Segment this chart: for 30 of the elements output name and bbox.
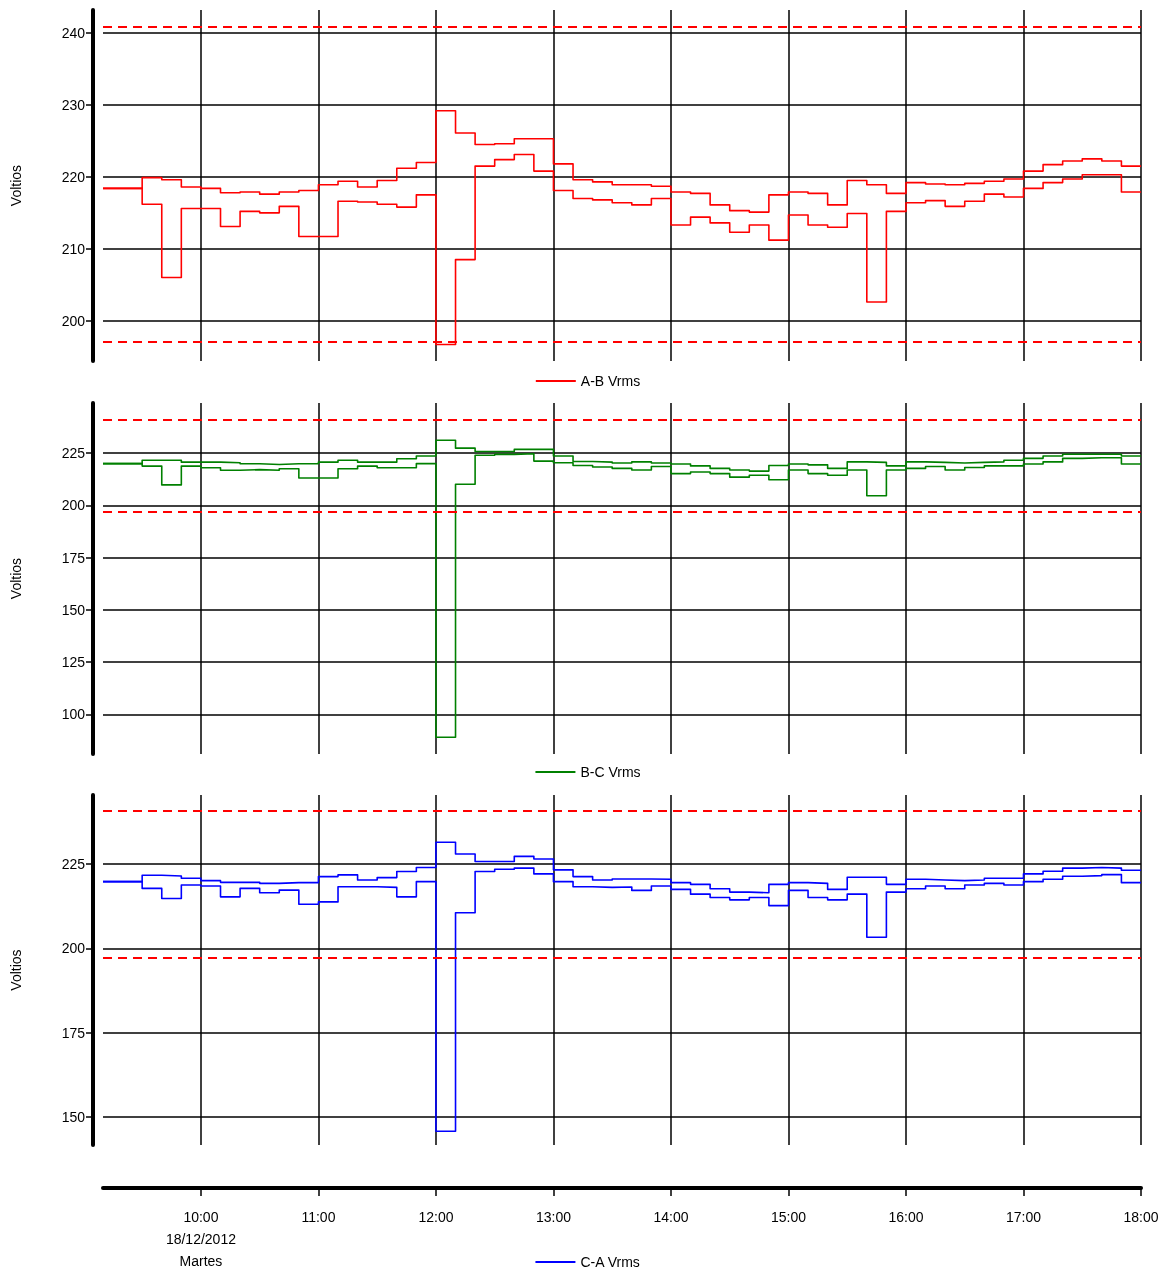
y-tick-label: 100 [61,706,86,723]
x-tick-label: 16:00 [888,1209,924,1225]
x-tick-label: 13:00 [535,1209,572,1225]
x-tick-label: 11:00 [301,1209,336,1225]
y-tick-label: 175 [61,549,86,566]
legend-label: C-A Vrms [580,1254,640,1270]
y-axis-title: Voltios [8,949,24,991]
y-tick-label: 200 [61,497,86,514]
y-tick-label: 225 [61,445,86,462]
y-tick-label: 230 [61,96,86,113]
y-axis-title: Voltios [8,164,24,207]
y-axis-title: Voltios [8,557,24,600]
y-tick-label: 200 [61,312,86,329]
y-tick-label: 175 [61,1024,86,1041]
x-tick-label: 10:00 18/12/2012 Martes [165,1209,237,1269]
legend-label: A-B Vrms [580,373,641,389]
x-tick-label: 18:00 [1123,1209,1159,1225]
y-tick-label: 150 [61,601,86,618]
x-tick-label: 17:00 [1005,1209,1042,1225]
x-tick-label: 14:00 [653,1209,689,1225]
y-tick-label: 210 [61,240,86,257]
legend-label: B-C Vrms [580,764,641,780]
y-tick-label: 200 [61,940,86,957]
y-tick-label: 225 [61,856,86,873]
y-tick-label: 220 [61,168,86,185]
y-tick-label: 125 [61,654,86,671]
y-tick-label: 150 [61,1109,86,1126]
y-tick-label: 240 [61,25,86,42]
x-tick-label: 15:00 [770,1209,807,1225]
x-tick-label: 12:00 [418,1209,454,1225]
